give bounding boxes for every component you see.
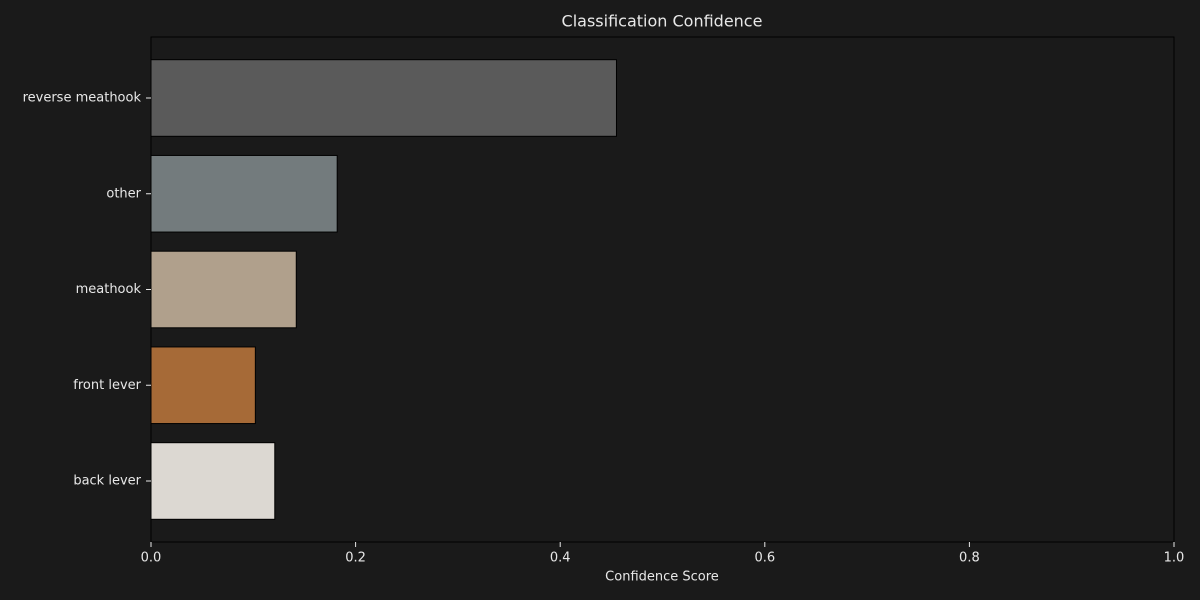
- x-tick-label: 0.2: [345, 551, 366, 566]
- x-axis-label: Confidence Score: [605, 570, 719, 585]
- x-tick-label: 0.0: [141, 551, 162, 566]
- bar: [150, 59, 617, 137]
- chart-title: Classification Confidence: [562, 12, 763, 31]
- y-tick-label: front lever: [73, 378, 141, 393]
- bar: [150, 154, 338, 233]
- bar: [150, 442, 276, 520]
- x-tick-label: 0.6: [754, 551, 775, 566]
- y-tick-label: other: [106, 186, 141, 201]
- y-tick-label: reverse meathook: [23, 91, 142, 106]
- x-tick-label: 0.8: [959, 551, 980, 566]
- y-tick-label: back lever: [73, 474, 141, 489]
- x-tick-label: 0.4: [550, 551, 571, 566]
- bar: [150, 250, 297, 329]
- y-tick-label: meathook: [76, 282, 142, 297]
- x-tick-label: 1.0: [1164, 551, 1185, 566]
- bar: [150, 346, 256, 425]
